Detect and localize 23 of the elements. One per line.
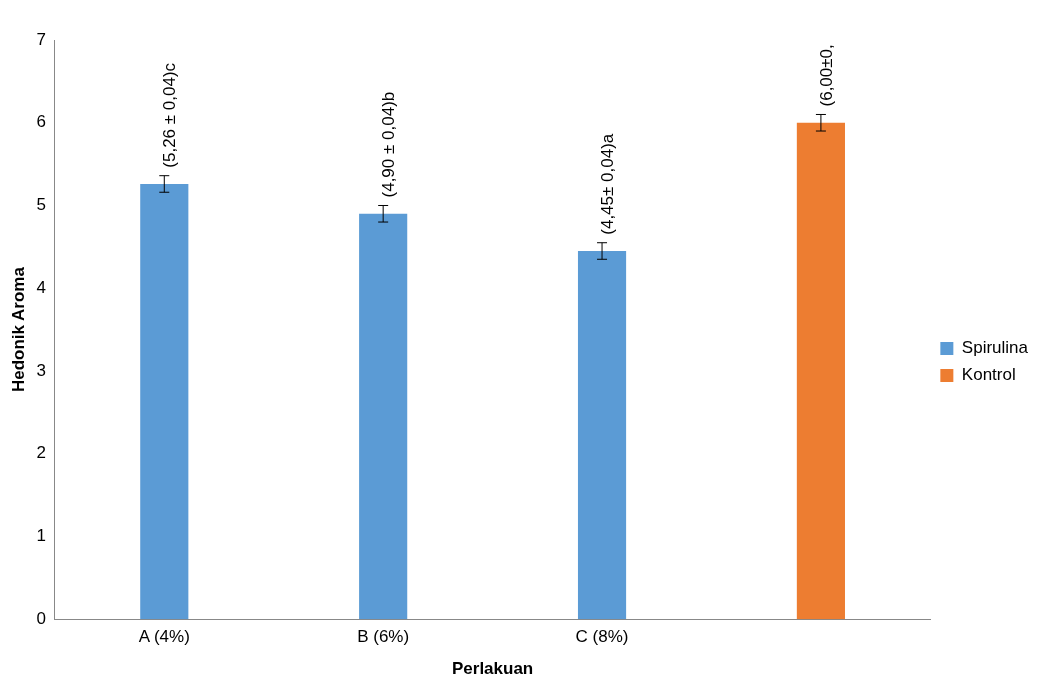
y-axis-title: Hedonik Aroma <box>8 266 28 393</box>
legend-label: Kontrol <box>961 365 1016 385</box>
bar <box>140 183 189 620</box>
bar <box>796 122 845 620</box>
legend-label: Spirulina <box>961 338 1029 358</box>
bar <box>359 213 408 620</box>
y-tick-label: 2 <box>36 443 46 463</box>
y-tick-label: 0 <box>36 608 46 628</box>
y-tick-label: 4 <box>36 277 46 297</box>
y-tick-label: 3 <box>36 360 46 380</box>
data-label: (6,00±0, <box>816 44 836 107</box>
data-label: (4,45± 0,04)a <box>597 133 617 235</box>
y-tick-label: 7 <box>36 29 46 49</box>
data-label: (4,90 ± 0,04)b <box>378 91 398 198</box>
y-tick-label: 6 <box>36 112 46 132</box>
x-tick-label: A (4%) <box>138 627 190 647</box>
y-tick-label: 5 <box>36 195 46 215</box>
data-label: (5,26 ± 0,04)c <box>159 62 179 168</box>
x-tick-label: C (8%) <box>575 627 629 647</box>
bar <box>577 250 627 620</box>
x-axis-title: Perlakuan <box>451 659 534 679</box>
x-tick-label: B (6%) <box>357 627 410 647</box>
y-tick-label: 1 <box>36 526 46 546</box>
